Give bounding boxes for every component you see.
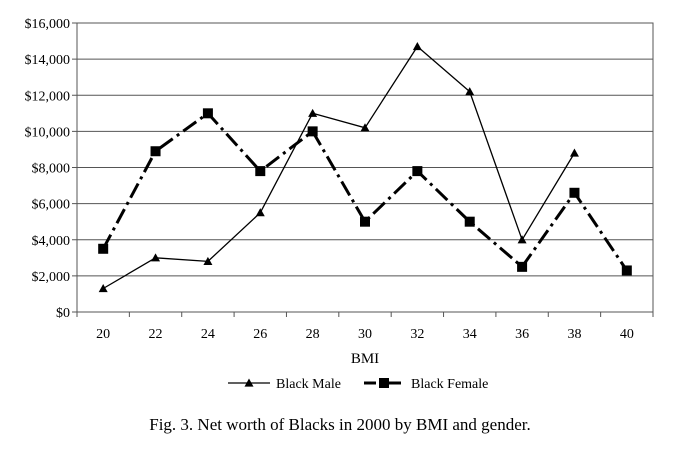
legend-label-female: Black Female bbox=[411, 377, 488, 392]
x-tick-label: 40 bbox=[620, 327, 634, 342]
y-tick-label: $16,000 bbox=[25, 17, 71, 32]
data-point-square bbox=[621, 265, 632, 276]
y-tick-label: $12,000 bbox=[25, 89, 71, 104]
gridlines bbox=[77, 58, 653, 277]
y-tick-label: $4,000 bbox=[32, 234, 71, 249]
data-point-square bbox=[202, 108, 213, 119]
y-axis-ticks: $0 $2,000 $4,000 $6,000 $8,000 $10,000 $12,000… bbox=[25, 17, 77, 321]
data-point-square bbox=[464, 216, 475, 227]
y-tick-label: $14,000 bbox=[25, 53, 71, 68]
data-point-square bbox=[517, 261, 528, 272]
series-layer bbox=[98, 41, 632, 293]
data-point-triangle bbox=[517, 235, 527, 244]
x-tick-label: 32 bbox=[410, 327, 424, 342]
x-tick-label: 24 bbox=[201, 327, 215, 342]
x-tick-label: 34 bbox=[463, 327, 477, 342]
data-point-square bbox=[150, 146, 161, 157]
data-point-triangle bbox=[255, 208, 265, 217]
x-tick-label: 26 bbox=[253, 327, 267, 342]
x-tick-label: 20 bbox=[96, 327, 110, 342]
figure-caption: Fig. 3. Net worth of Blacks in 2000 by B… bbox=[149, 415, 531, 434]
data-point-square bbox=[360, 216, 370, 227]
series-line bbox=[102, 45, 576, 290]
series-black-male bbox=[98, 41, 579, 293]
data-point-triangle bbox=[308, 108, 318, 117]
legend-label-male: Black Male bbox=[276, 377, 341, 392]
data-point-square bbox=[412, 166, 423, 177]
y-tick-label: $6,000 bbox=[32, 198, 71, 213]
data-point-triangle bbox=[203, 256, 213, 266]
y-tick-label: $0 bbox=[56, 306, 70, 321]
data-point-triangle bbox=[465, 87, 475, 96]
data-point-square bbox=[255, 166, 266, 177]
data-point-triangle bbox=[569, 148, 579, 157]
legend-marker-square bbox=[379, 378, 389, 388]
series-black-female bbox=[98, 108, 632, 276]
data-point-triangle bbox=[98, 284, 108, 293]
data-point-square bbox=[569, 187, 580, 198]
x-axis-ticks: 20 22 24 26 28 30 32 34 36 38 40 bbox=[76, 312, 654, 342]
chart: 20 22 24 26 28 30 32 34 36 38 40 $0 $2,000 $4,000 $6,… bbox=[25, 17, 654, 392]
y-tick-label: $10,000 bbox=[25, 125, 71, 140]
y-tick-label: $8,000 bbox=[32, 162, 71, 177]
data-point-triangle bbox=[412, 41, 422, 51]
x-tick-label: 38 bbox=[567, 327, 581, 342]
data-point-triangle bbox=[360, 123, 370, 132]
x-tick-label: 36 bbox=[515, 327, 529, 342]
legend-marker-triangle bbox=[244, 378, 254, 387]
data-point-triangle bbox=[151, 253, 161, 262]
x-tick-label: 22 bbox=[149, 327, 163, 342]
data-point-square bbox=[98, 243, 109, 254]
series-line bbox=[101, 111, 629, 272]
x-tick-label: 28 bbox=[306, 327, 320, 342]
x-tick-label: 30 bbox=[358, 327, 372, 342]
data-point-square bbox=[307, 126, 318, 137]
y-tick-label: $2,000 bbox=[32, 270, 71, 285]
legend: Black Male Black Female bbox=[228, 377, 488, 392]
x-axis-title: BMI bbox=[351, 351, 379, 367]
